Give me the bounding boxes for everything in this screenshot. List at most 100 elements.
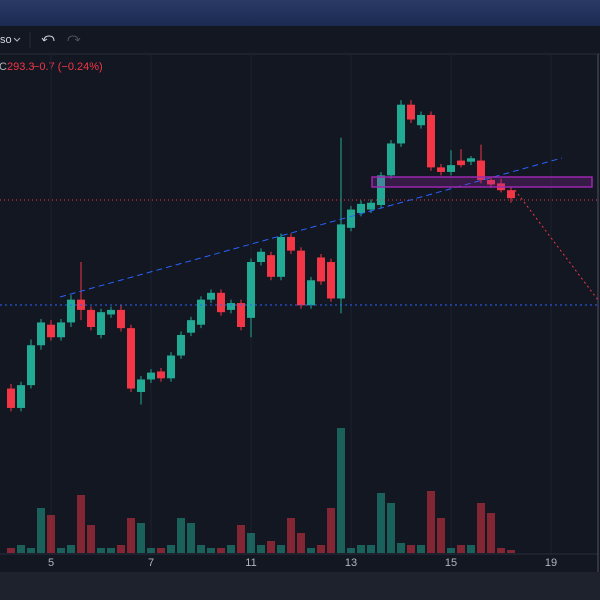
candle-body bbox=[437, 167, 445, 172]
volume-bar bbox=[27, 548, 35, 553]
candle-body bbox=[157, 371, 165, 379]
volume-bar bbox=[427, 491, 435, 553]
volume-bar bbox=[177, 518, 185, 553]
x-tick-label: 5 bbox=[48, 557, 54, 569]
volume-bar bbox=[287, 518, 295, 553]
volume-bar bbox=[297, 533, 305, 553]
volume-bar bbox=[437, 518, 445, 553]
volume-bar bbox=[347, 548, 355, 553]
volume-bar bbox=[147, 548, 155, 553]
candle-body bbox=[7, 388, 15, 408]
volume-bar bbox=[227, 545, 235, 553]
x-tick-label: 19 bbox=[545, 557, 557, 569]
candle-body bbox=[397, 104, 405, 144]
volume-bar bbox=[247, 533, 255, 553]
candle-body bbox=[377, 175, 385, 206]
volume-bar bbox=[277, 545, 285, 553]
volume-bar bbox=[117, 545, 125, 553]
volume-bar bbox=[7, 548, 15, 553]
candle-body bbox=[17, 385, 25, 408]
candle-body bbox=[207, 292, 215, 300]
volume-bar bbox=[17, 545, 25, 553]
legend-label: C bbox=[0, 61, 7, 73]
toolbar bbox=[0, 26, 600, 54]
candle-body bbox=[37, 322, 45, 346]
candle-body bbox=[457, 160, 465, 166]
candle-body bbox=[257, 251, 265, 263]
candle-body bbox=[277, 236, 285, 277]
volume-bar bbox=[447, 548, 455, 553]
undo-button[interactable] bbox=[41, 35, 55, 42]
volume-bar bbox=[387, 503, 395, 553]
volume-bar bbox=[397, 543, 405, 553]
bottom-panel bbox=[0, 572, 600, 600]
volume-bar bbox=[97, 548, 105, 553]
volume-bar bbox=[337, 428, 345, 553]
candle-body bbox=[507, 190, 515, 199]
candle-body bbox=[407, 104, 415, 120]
candle-body bbox=[87, 309, 95, 327]
volume-bar bbox=[207, 548, 215, 553]
volume-bar bbox=[497, 548, 505, 553]
volume-bar bbox=[107, 548, 115, 553]
candle-body bbox=[217, 292, 225, 313]
candle-body bbox=[467, 158, 475, 162]
candle-body bbox=[347, 209, 355, 228]
volume-bar bbox=[137, 523, 145, 553]
volume-bar bbox=[377, 493, 385, 553]
volume-bar bbox=[507, 550, 515, 553]
candle-body bbox=[177, 334, 185, 356]
volume-bar bbox=[217, 548, 225, 553]
candle-body bbox=[167, 355, 175, 379]
volume-bar bbox=[417, 545, 425, 553]
window-bar bbox=[0, 0, 600, 26]
candle-body bbox=[287, 236, 295, 251]
x-tick-label: 15 bbox=[445, 557, 457, 569]
volume-bar bbox=[327, 508, 335, 553]
candle-body bbox=[107, 309, 115, 315]
candle-body bbox=[487, 179, 495, 185]
volume-bar bbox=[487, 513, 495, 553]
candle-body bbox=[47, 324, 55, 338]
candle-body bbox=[417, 114, 425, 126]
time-axis bbox=[0, 554, 600, 572]
symbol-menu[interactable]: so bbox=[0, 34, 12, 46]
candle-body bbox=[187, 320, 195, 333]
volume-bar bbox=[407, 545, 415, 553]
trend-line bbox=[59, 157, 563, 298]
candle-body bbox=[137, 379, 145, 392]
candle-body bbox=[447, 165, 455, 172]
x-tick-label: 7 bbox=[148, 557, 154, 569]
volume-bar bbox=[47, 515, 55, 553]
volume-bar bbox=[67, 545, 75, 553]
candle-body bbox=[307, 280, 315, 306]
volume-bar bbox=[157, 548, 165, 553]
candle-body bbox=[427, 114, 435, 168]
volume-bar bbox=[77, 495, 85, 553]
volume-bar bbox=[187, 523, 195, 553]
candle-body bbox=[117, 309, 125, 329]
candle-body bbox=[477, 160, 485, 180]
candle-body bbox=[227, 303, 235, 310]
redo-button[interactable] bbox=[67, 35, 81, 42]
candle-body bbox=[297, 250, 305, 306]
candle-body bbox=[317, 257, 325, 282]
candle-body bbox=[387, 143, 395, 176]
volume-bar bbox=[237, 525, 245, 553]
x-tick-label: 11 bbox=[245, 557, 256, 569]
volume-bar bbox=[257, 545, 265, 553]
candle-body bbox=[327, 262, 335, 299]
menu-chevron[interactable] bbox=[13, 37, 21, 42]
candle-body bbox=[357, 203, 365, 213]
volume-bar bbox=[167, 545, 175, 553]
candle-body bbox=[197, 299, 205, 325]
candle-body bbox=[267, 255, 275, 277]
candle-body bbox=[237, 303, 245, 327]
candle-body bbox=[367, 202, 375, 210]
volume-bar bbox=[457, 545, 465, 553]
volume-bar bbox=[317, 545, 325, 553]
volume-bar bbox=[307, 548, 315, 553]
range-box bbox=[371, 176, 593, 188]
legend-close: 293.3 bbox=[7, 61, 35, 73]
